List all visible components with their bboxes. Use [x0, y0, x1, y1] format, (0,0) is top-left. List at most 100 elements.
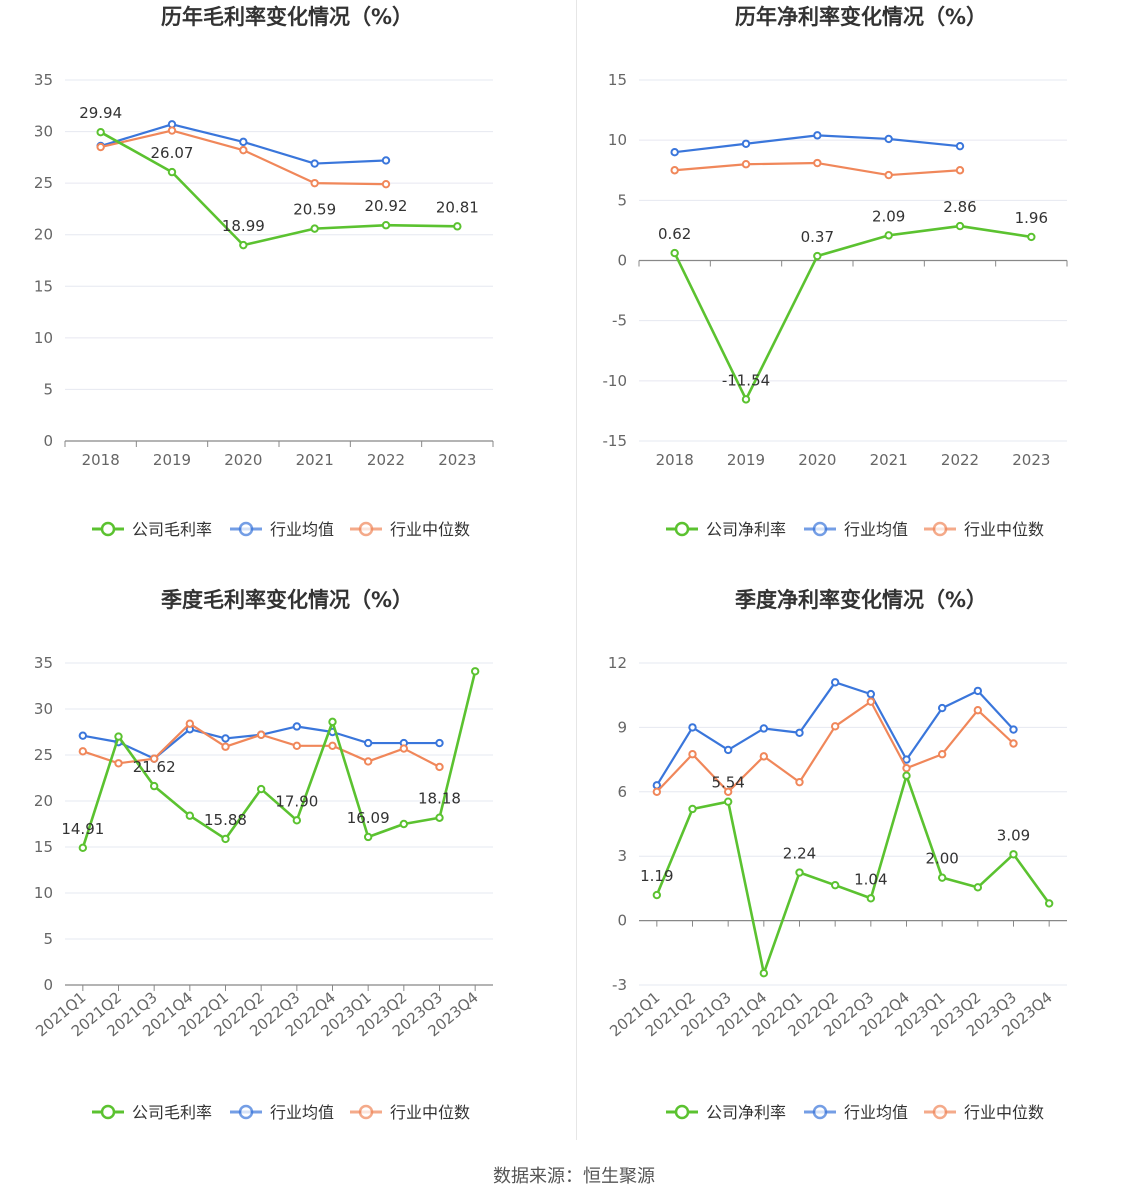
chart-title: 季度净利率变化情况（%） — [735, 588, 987, 612]
legend-label-company: 公司毛利率 — [132, 520, 212, 539]
data-label: 20.92 — [365, 197, 408, 215]
data-point-company — [795, 868, 804, 877]
data-point-avg — [759, 724, 769, 733]
legend-marker-avg — [238, 1104, 254, 1120]
data-point-median — [167, 126, 177, 135]
y-tick-label: 35 — [34, 71, 53, 89]
y-tick-label: 9 — [617, 718, 627, 736]
y-tick-label: 15 — [34, 277, 53, 295]
y-tick-label: 30 — [34, 700, 53, 718]
legend-marker-company — [100, 1104, 116, 1120]
data-point-company — [723, 797, 733, 806]
legend-label-median: 行业中位数 — [964, 520, 1044, 539]
y-tick-label: 0 — [617, 912, 627, 930]
data-label: 16.09 — [347, 809, 390, 827]
legend-marker-company — [674, 1104, 690, 1120]
legend-label-median: 行业中位数 — [964, 1103, 1044, 1122]
data-label: 3.09 — [997, 826, 1030, 844]
data-point-median — [723, 787, 733, 797]
x-tick-label: 2023 — [1012, 451, 1050, 469]
legend-label-company: 公司净利率 — [706, 520, 786, 539]
data-point-company — [292, 816, 302, 825]
legend-label-company: 公司毛利率 — [132, 1103, 212, 1122]
annual-net-margin-svg: 历年净利率变化情况（%） -15 -10 -5 0 5 10 15 2018 2019 2020 20… — [603, 5, 1068, 539]
y-tick-label: 15 — [34, 838, 53, 856]
chart-annual-gross-margin: 历年毛利率变化情况（%） 0 5 10 15 20 25 30 35 2018 2019 2020 20… — [0, 0, 574, 580]
data-point-company — [937, 873, 947, 882]
data-point-avg — [937, 703, 947, 713]
data-label: 2.24 — [783, 845, 816, 863]
data-label: 21.62 — [133, 758, 176, 776]
data-point-avg — [723, 745, 733, 755]
legend-label-avg: 行业均值 — [270, 520, 334, 539]
y-tick-label: 20 — [34, 226, 53, 244]
data-label: 17.90 — [275, 792, 318, 810]
x-tick-label: 2023 — [438, 451, 476, 469]
y-tick-label: 10 — [34, 329, 53, 347]
data-point-avg — [973, 686, 983, 696]
legend-label-median: 行业中位数 — [390, 520, 470, 539]
data-point-avg — [955, 141, 965, 151]
x-tick-label: 2019 — [153, 451, 191, 469]
y-tick-label: 25 — [34, 746, 53, 764]
data-point-median — [741, 160, 751, 169]
data-label: 20.59 — [293, 201, 336, 219]
data-point-company — [363, 832, 373, 842]
legend-marker-company — [100, 521, 116, 537]
data-point-company — [78, 843, 88, 853]
data-point-avg — [1009, 725, 1018, 734]
data-point-median — [652, 787, 662, 797]
data-point-company — [96, 127, 105, 137]
data-point-median — [830, 722, 840, 731]
x-tick-label: 2018 — [82, 451, 120, 469]
data-point-avg — [795, 728, 804, 737]
data-point-median — [381, 179, 391, 189]
data-point-company — [670, 248, 679, 258]
data-label: -11.54 — [722, 371, 770, 389]
data-point-median — [1009, 739, 1018, 748]
chart-annual-net-margin: 历年净利率变化情况（%） -15 -10 -5 0 5 10 15 2018 2019 2020 20… — [574, 0, 1148, 580]
data-point-company — [399, 819, 409, 829]
data-point-avg — [221, 734, 230, 743]
legend-marker-median — [358, 1104, 374, 1120]
data-label: 5.54 — [711, 774, 744, 792]
data-point-median — [114, 759, 123, 768]
x-tick-label: 2022 — [941, 451, 979, 469]
data-point-company — [955, 221, 965, 231]
y-tick-label: 6 — [617, 783, 627, 801]
y-tick-label: 12 — [608, 654, 627, 672]
y-tick-label: 0 — [43, 976, 53, 994]
panel-divider — [576, 0, 577, 1140]
data-point-avg — [741, 139, 751, 148]
data-point-avg — [652, 781, 662, 790]
y-tick-label: 5 — [617, 191, 627, 209]
data-label: 15.88 — [204, 811, 247, 829]
data-point-company — [381, 221, 391, 230]
data-label: 1.19 — [640, 867, 673, 885]
legend-marker-median — [932, 521, 948, 537]
legend-label-avg: 行业均值 — [844, 520, 908, 539]
y-tick-label: 3 — [617, 847, 627, 865]
series-line-company — [100, 131, 458, 247]
data-point-company — [652, 890, 662, 900]
y-tick-label: 20 — [34, 792, 53, 810]
series-line-company — [655, 774, 1051, 975]
data-label: 0.62 — [658, 225, 691, 243]
data-point-avg — [866, 689, 876, 699]
legend-marker-avg — [812, 1104, 828, 1120]
legend-marker-median — [358, 521, 374, 537]
data-point-median — [328, 741, 337, 751]
data-point-median — [866, 697, 876, 706]
data-point-avg — [78, 731, 88, 740]
quarterly-gross-margin-svg: 季度毛利率变化情况（%）051015202530352021Q12021Q220… — [32, 588, 493, 1122]
data-point-median — [902, 763, 911, 773]
chart-title: 历年净利率变化情况（%） — [735, 5, 987, 29]
data-point-avg — [688, 723, 697, 732]
data-point-company — [149, 781, 159, 791]
data-point-median — [688, 750, 697, 759]
data-point-company — [239, 240, 248, 250]
y-tick-label: 10 — [608, 131, 627, 149]
data-label: 0.37 — [801, 228, 834, 246]
series-line-company — [673, 224, 1032, 401]
data-point-company — [813, 251, 822, 261]
